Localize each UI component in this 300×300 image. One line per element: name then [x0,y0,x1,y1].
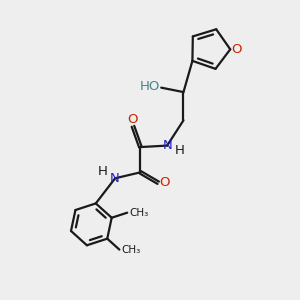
Text: CH₃: CH₃ [122,244,141,255]
Text: O: O [128,113,138,126]
Text: HO: HO [140,80,160,93]
Text: H: H [175,144,184,158]
Text: CH₃: CH₃ [130,208,149,218]
Text: N: N [162,139,172,152]
Text: N: N [110,172,120,185]
Text: O: O [160,176,170,189]
Text: O: O [232,43,242,56]
Text: H: H [98,165,108,178]
